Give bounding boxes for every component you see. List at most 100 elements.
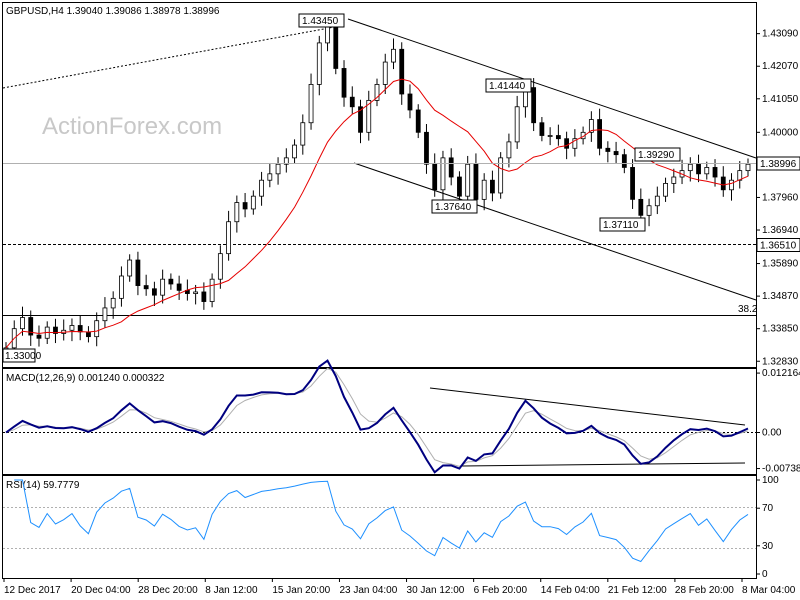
candle-body (704, 167, 710, 175)
candle-body (193, 291, 199, 294)
x-tick-label: 21 Feb 12:00 (608, 585, 667, 596)
candle-body (242, 202, 248, 210)
callout-label: 1.39290 (638, 150, 675, 161)
candle-body (531, 87, 537, 124)
rsi-tick-label: 0 (762, 569, 768, 580)
candle-body (564, 138, 570, 149)
candle-body (53, 326, 58, 334)
x-tick-label: 28 Feb 20:00 (675, 585, 734, 596)
callout-box (298, 13, 345, 28)
candle-body (490, 179, 495, 194)
callout-box (2, 348, 36, 363)
candle-body (20, 317, 25, 330)
price-tick-label: 1.33850 (762, 324, 799, 335)
candle-body (151, 288, 157, 296)
callout-box (431, 199, 478, 214)
candle-body (77, 325, 83, 333)
callout-box (599, 217, 646, 232)
candle-body (28, 317, 34, 336)
candle-body (745, 163, 751, 172)
x-tick-label: 23 Jan 04:00 (339, 585, 397, 596)
lower-channel-line (353, 162, 757, 301)
candle-body (671, 176, 677, 184)
callout-box (485, 78, 532, 93)
macd-tick-label: 0.00 (762, 427, 782, 438)
price-tick-label: 1.37960 (762, 192, 799, 203)
candle-body (729, 179, 734, 191)
candle-body (638, 198, 644, 216)
price-tick-label: 1.41050 (762, 94, 799, 105)
candle-body (226, 221, 232, 255)
x-tick-label: 20 Dec 04:00 (71, 585, 131, 596)
candle-body (555, 135, 561, 140)
candle-body (94, 320, 100, 338)
candle-body (712, 167, 718, 178)
rsi-tick-label: 30 (762, 541, 774, 552)
x-tick-label: 12 Dec 2017 (4, 585, 61, 596)
rsi-label: RSI(14) 59.7779 (6, 480, 80, 491)
pivot-level-label: 1.36510 (760, 241, 797, 252)
candle-body (547, 135, 553, 137)
price-tick-label: 1.34870 (762, 291, 799, 302)
x-tick-label: 28 Dec 20:00 (138, 585, 198, 596)
candle-body (102, 307, 108, 322)
candle-body (663, 183, 668, 197)
candle-body (292, 144, 297, 159)
candle-body (36, 334, 42, 339)
candle-body (654, 195, 660, 207)
candle-body (143, 285, 149, 290)
candle-body (498, 157, 504, 194)
candle-body (86, 331, 91, 338)
candle-body (696, 163, 701, 175)
x-tick-label: 30 Jan 12:00 (407, 585, 465, 596)
candle-body (432, 163, 438, 191)
candle-body (316, 42, 322, 85)
macd-lower-trendline (461, 462, 746, 467)
candle-body (135, 259, 141, 286)
x-tick-label: 15 Jan 20:00 (272, 585, 330, 596)
candle-body (539, 122, 545, 136)
candle-body (720, 176, 726, 191)
macd-y-axis: 0.012164 0.00 -0.007384 (756, 368, 800, 475)
price-panel-frame (2, 2, 757, 368)
candle-body (250, 195, 256, 210)
candle-body (300, 122, 306, 146)
macd-tick-label: -0.007384 (762, 464, 800, 475)
candle-body (457, 176, 462, 197)
callout-label: 1.41440 (489, 81, 526, 92)
macd-label: MACD(12,26,9) 0.001240 0.000322 (6, 373, 165, 384)
candle-body (168, 278, 174, 285)
current-price-label: 1.38996 (760, 159, 797, 170)
x-tick-label: 6 Feb 20:00 (474, 585, 528, 596)
candle-body (597, 119, 602, 149)
callout-box (634, 147, 681, 162)
candle-body (506, 141, 512, 159)
candle-body (399, 48, 405, 95)
macd-line (5, 359, 749, 474)
candle-body (415, 109, 421, 133)
candle-body (119, 275, 124, 299)
candle-body (382, 61, 388, 85)
candle-body (69, 325, 75, 331)
candle-body (217, 253, 223, 280)
candle-body (325, 26, 330, 44)
candle-body (588, 119, 594, 133)
candle-body (333, 26, 339, 69)
candle-body (308, 84, 314, 124)
candle-body (127, 259, 133, 277)
rsi-tick-label: 100 (762, 475, 779, 486)
candle-body (275, 163, 281, 175)
price-callouts: 1.43450 1.41440 1.39290 1.37640 1.37110 … (2, 13, 681, 363)
candle-body (630, 167, 635, 200)
trendlines (2, 18, 757, 301)
candle-body (621, 154, 627, 168)
candle-body (514, 106, 520, 143)
price-tick-label: 1.42070 (762, 61, 799, 72)
candle-body (349, 96, 355, 108)
rsi-y-axis: 100 70 30 0 (756, 475, 779, 580)
callout-label: 1.33000 (5, 351, 42, 362)
price-tick-label: 1.35890 (762, 259, 799, 270)
callout-label: 1.37640 (435, 202, 472, 213)
